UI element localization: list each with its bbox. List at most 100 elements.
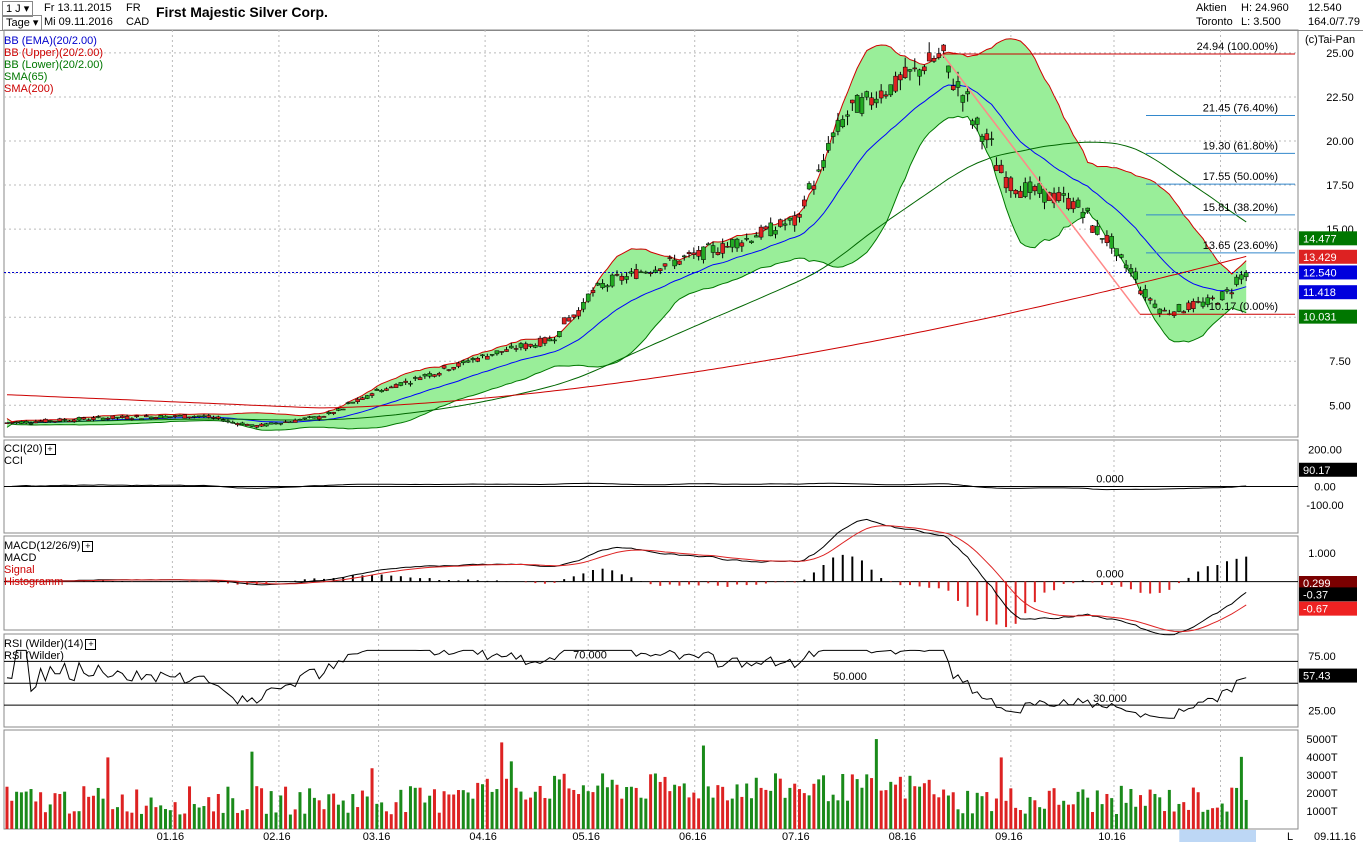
candle-body xyxy=(211,416,216,419)
candle-body xyxy=(1085,207,1090,211)
cci-axis-label: -100.00 xyxy=(1306,500,1343,512)
candle-body xyxy=(192,416,197,418)
volume-bar xyxy=(1028,796,1032,829)
bollinger-band xyxy=(7,38,1247,431)
candle-body xyxy=(33,421,39,424)
candle-body xyxy=(1143,289,1148,298)
candle-body xyxy=(1080,211,1086,218)
legend-bb-lower[interactable]: BB (Lower)(20/2.00) xyxy=(4,59,104,71)
volume-bar xyxy=(408,786,412,829)
candle-body xyxy=(638,271,644,274)
volume-bar xyxy=(937,797,941,829)
x-tick-label: 04.16 xyxy=(469,831,497,843)
candle-body xyxy=(946,65,951,73)
volume-bar xyxy=(572,789,576,829)
legend-bb-upper[interactable]: BB (Upper)(20/2.00) xyxy=(4,47,104,59)
volume-bar xyxy=(365,796,369,829)
price-badge-label: 11.418 xyxy=(1303,287,1336,299)
candle-body xyxy=(576,310,581,317)
candle-body xyxy=(974,117,980,125)
volume-bar xyxy=(846,800,850,829)
candle-body xyxy=(23,420,29,424)
volume-bar xyxy=(279,795,283,829)
volume-bar xyxy=(884,790,888,829)
volume-bar xyxy=(985,792,989,829)
volume-bar xyxy=(1220,803,1224,829)
volume-bar xyxy=(207,797,211,829)
volume-bar xyxy=(452,794,456,829)
legend-sma200[interactable]: SMA(200) xyxy=(4,83,54,95)
date-to[interactable]: Mi 09.11.2016 xyxy=(44,16,113,28)
candle-body xyxy=(350,401,356,404)
date-from[interactable]: Fr 13.11.2015 xyxy=(44,2,112,14)
macd-badge xyxy=(1299,601,1357,616)
candle-body xyxy=(1061,193,1066,196)
candle-body xyxy=(264,423,269,427)
candle-body xyxy=(1114,248,1119,257)
volume-bar xyxy=(716,785,720,829)
candle-body xyxy=(701,246,706,260)
candle-body xyxy=(509,345,514,349)
legend-sma65[interactable]: SMA(65) xyxy=(4,71,48,83)
candle-body xyxy=(244,423,250,426)
candle-body xyxy=(331,411,336,414)
volume-bar xyxy=(231,798,235,829)
volume-bar xyxy=(159,805,163,829)
volume-bar xyxy=(1182,802,1186,829)
volume-bar xyxy=(1172,811,1176,829)
candle-body xyxy=(302,417,308,420)
high-value: H: 24.960 xyxy=(1241,2,1289,14)
volume-bar xyxy=(1066,804,1070,829)
candle-body xyxy=(955,81,961,88)
volume-bar xyxy=(5,786,9,829)
candle-body xyxy=(28,422,34,425)
volume-bar xyxy=(701,745,705,829)
candle-body xyxy=(850,99,855,104)
x-end-label: 09.11.16 xyxy=(1314,831,1356,843)
candle-body xyxy=(196,415,202,418)
volume-bar xyxy=(543,797,547,829)
candle-body xyxy=(960,95,966,103)
volume-bar xyxy=(975,792,979,829)
volume-bar xyxy=(1081,789,1085,829)
candle-body xyxy=(240,422,245,426)
candle-body xyxy=(1109,236,1114,249)
macd-add-icon[interactable]: + xyxy=(82,540,94,552)
rsi-level-label: 70.000 xyxy=(573,649,607,661)
volume-bar xyxy=(783,797,787,829)
candle-body xyxy=(235,423,240,426)
rsi-add-icon[interactable]: + xyxy=(85,638,97,650)
candle-body xyxy=(994,165,999,172)
period-select[interactable]: 1 J ▾ xyxy=(2,1,34,17)
volume-bar xyxy=(336,804,340,829)
candle-body xyxy=(1138,290,1143,295)
copyright: (c)Tai-Pan xyxy=(1305,34,1356,46)
y-tick-label: 17.50 xyxy=(1326,180,1354,192)
candle-body xyxy=(81,417,87,420)
candle-body xyxy=(1210,297,1215,300)
x-tick-label: 10.16 xyxy=(1098,831,1126,843)
candle-body xyxy=(590,289,596,293)
volume-bar xyxy=(980,796,984,829)
volume-bar xyxy=(284,786,288,829)
candle-body xyxy=(653,269,658,273)
volume-bar xyxy=(524,799,528,829)
volume-bar xyxy=(793,783,797,829)
volume-bar xyxy=(557,779,561,829)
candle-body xyxy=(1219,291,1225,301)
volume-bar xyxy=(855,779,859,829)
price-badge-label: 12.540 xyxy=(1303,267,1337,279)
volume-bar xyxy=(1018,810,1022,829)
volume-bar xyxy=(577,794,581,829)
candle-body xyxy=(864,91,870,98)
candle-body xyxy=(605,285,610,288)
candle-body xyxy=(1128,268,1134,274)
candle-body xyxy=(902,66,908,78)
volume-bar xyxy=(697,798,701,829)
volume-bar xyxy=(96,787,100,829)
candle-body xyxy=(965,91,970,95)
price-badge xyxy=(1299,265,1357,280)
cci-add-icon[interactable]: + xyxy=(44,443,56,455)
legend-bb-ema[interactable]: BB (EMA)(20/2.00) xyxy=(4,35,97,47)
volume-bar xyxy=(918,786,922,829)
